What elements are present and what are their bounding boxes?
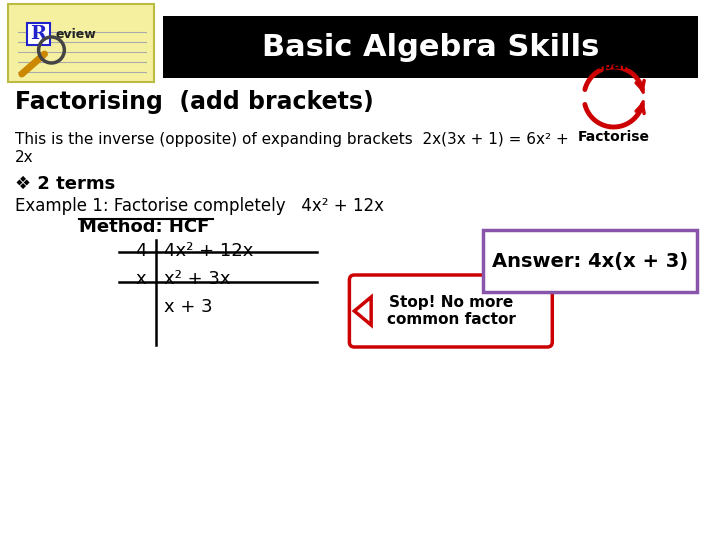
Text: Basic Algebra Skills: Basic Algebra Skills	[262, 32, 599, 62]
Text: Factorising  (add brackets): Factorising (add brackets)	[15, 90, 374, 114]
FancyBboxPatch shape	[349, 275, 552, 347]
Text: Expand: Expand	[585, 58, 642, 72]
Text: 4x² + 12x: 4x² + 12x	[164, 242, 253, 260]
Text: Example 1: Factorise completely   4x² + 12x: Example 1: Factorise completely 4x² + 12…	[15, 197, 384, 215]
FancyBboxPatch shape	[483, 230, 697, 292]
Text: Factorise: Factorise	[577, 130, 649, 144]
FancyBboxPatch shape	[27, 23, 50, 45]
Text: This is the inverse (opposite) of expanding brackets  2x(3x + 1) = 6x² +: This is the inverse (opposite) of expand…	[15, 132, 569, 147]
Text: Answer: 4x(x + 3): Answer: 4x(x + 3)	[492, 252, 688, 271]
Text: eview: eview	[55, 28, 96, 40]
Text: x² + 3x: x² + 3x	[164, 270, 231, 288]
FancyBboxPatch shape	[8, 4, 154, 82]
Text: Stop! No more
common factor: Stop! No more common factor	[387, 295, 516, 327]
Text: Method: HCF: Method: HCF	[79, 218, 210, 236]
Text: x: x	[136, 270, 146, 288]
Polygon shape	[354, 297, 371, 325]
Text: R: R	[30, 25, 47, 43]
Text: x + 3: x + 3	[164, 298, 213, 316]
Text: 4: 4	[135, 242, 146, 260]
FancyBboxPatch shape	[163, 16, 698, 78]
Text: ❖ 2 terms: ❖ 2 terms	[15, 175, 115, 193]
Text: 2x: 2x	[15, 150, 33, 165]
